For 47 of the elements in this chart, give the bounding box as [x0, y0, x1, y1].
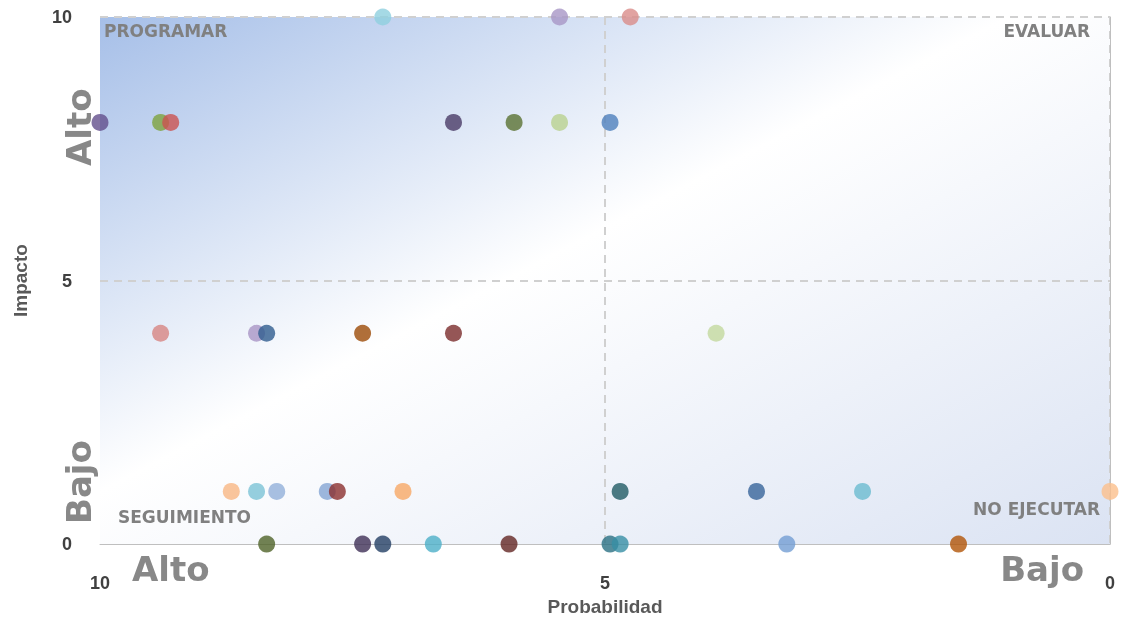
text: Alto — [132, 549, 210, 589]
annotation: EVALUAR — [1003, 20, 1090, 41]
point — [621, 8, 639, 26]
point — [1101, 482, 1119, 500]
text: Bajo — [59, 440, 99, 524]
point — [162, 113, 180, 131]
x-tick-label: 0 — [1104, 573, 1116, 594]
y-axis-title: Impacto — [10, 244, 31, 317]
x-tick-label: 10 — [89, 573, 111, 594]
point — [611, 535, 629, 553]
point — [445, 113, 462, 131]
point — [601, 113, 619, 131]
annotation: NO EJECUTAR — [973, 498, 1100, 519]
point — [354, 324, 372, 342]
point — [445, 324, 462, 342]
point — [248, 482, 266, 500]
point — [611, 482, 629, 500]
point — [778, 535, 796, 553]
text: Bajo — [1000, 549, 1084, 589]
x-axis-title: Probabilidad — [547, 596, 663, 617]
y-tick-label: 5 — [61, 270, 72, 291]
point — [394, 482, 412, 500]
point — [268, 482, 286, 500]
point — [91, 113, 109, 131]
y-tick-label: 10 — [51, 7, 72, 27]
point — [258, 324, 276, 342]
point — [328, 482, 346, 500]
point — [500, 535, 518, 553]
point — [551, 113, 569, 131]
annotation: PROGRAMAR — [104, 20, 228, 41]
point — [505, 113, 523, 131]
point — [258, 535, 276, 553]
point — [707, 324, 725, 342]
point — [222, 482, 240, 500]
annotation: SEGUIMIENTO — [118, 506, 252, 527]
point — [950, 535, 967, 553]
point — [748, 482, 765, 500]
point — [854, 482, 872, 500]
point — [424, 535, 442, 553]
point — [374, 8, 392, 26]
point — [551, 8, 569, 26]
point — [374, 535, 392, 553]
point — [354, 535, 372, 553]
point — [152, 324, 170, 342]
x-tick-label: 5 — [599, 573, 611, 594]
text: Alto — [59, 88, 99, 166]
y-tick-label: 0 — [61, 534, 72, 555]
